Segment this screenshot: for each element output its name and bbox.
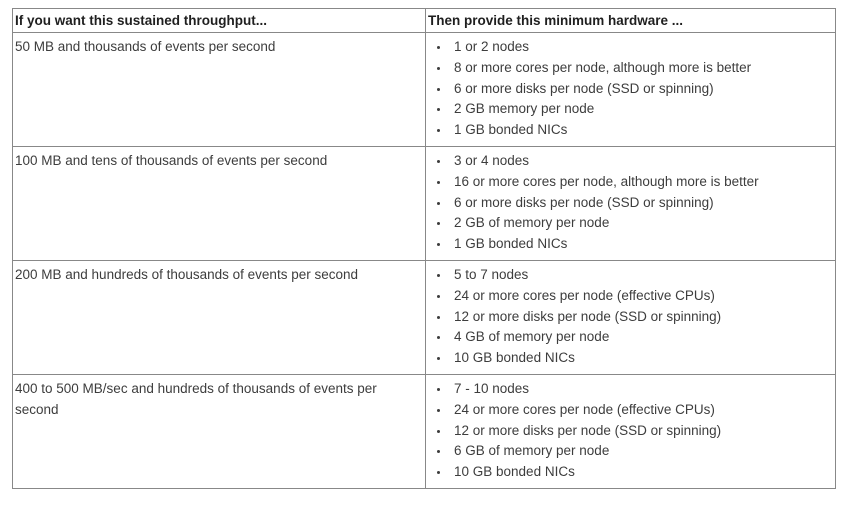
hardware-list: 1 or 2 nodes 8 or more cores per node, a…: [430, 37, 831, 141]
hardware-item: 2 GB memory per node: [450, 99, 831, 120]
hardware-item: 6 or more disks per node (SSD or spinnin…: [450, 193, 831, 214]
throughput-cell: 400 to 500 MB/sec and hundreds of thousa…: [12, 374, 426, 489]
hardware-item: 12 or more disks per node (SSD or spinni…: [450, 307, 831, 328]
hardware-item: 24 or more cores per node (effective CPU…: [450, 400, 831, 421]
hardware-cell: 5 to 7 nodes 24 or more cores per node (…: [425, 260, 836, 375]
table-row: 100 MB and tens of thousands of events p…: [12, 146, 836, 261]
hardware-list: 5 to 7 nodes 24 or more cores per node (…: [430, 265, 831, 369]
hardware-item: 10 GB bonded NICs: [450, 348, 831, 369]
hardware-cell: 1 or 2 nodes 8 or more cores per node, a…: [425, 32, 836, 147]
hardware-item: 1 or 2 nodes: [450, 37, 831, 58]
hardware-item: 3 or 4 nodes: [450, 151, 831, 172]
hardware-requirements-table: If you want this sustained throughput...…: [12, 8, 836, 489]
hardware-item: 6 GB of memory per node: [450, 441, 831, 462]
hardware-item: 12 or more disks per node (SSD or spinni…: [450, 421, 831, 442]
hardware-item: 4 GB of memory per node: [450, 327, 831, 348]
table-row: 200 MB and hundreds of thousands of even…: [12, 260, 836, 375]
table-row: 400 to 500 MB/sec and hundreds of thousa…: [12, 374, 836, 489]
hardware-item: 5 to 7 nodes: [450, 265, 831, 286]
hardware-list: 3 or 4 nodes 16 or more cores per node, …: [430, 151, 831, 255]
hardware-item: 2 GB of memory per node: [450, 213, 831, 234]
hardware-item: 1 GB bonded NICs: [450, 120, 831, 141]
header-row: If you want this sustained throughput...…: [12, 8, 836, 33]
throughput-cell: 100 MB and tens of thousands of events p…: [12, 146, 426, 261]
hardware-item: 10 GB bonded NICs: [450, 462, 831, 483]
throughput-cell: 200 MB and hundreds of thousands of even…: [12, 260, 426, 375]
throughput-cell: 50 MB and thousands of events per second: [12, 32, 426, 147]
hardware-list: 7 - 10 nodes 24 or more cores per node (…: [430, 379, 831, 483]
hardware-item: 7 - 10 nodes: [450, 379, 831, 400]
hardware-cell: 3 or 4 nodes 16 or more cores per node, …: [425, 146, 836, 261]
hardware-item: 8 or more cores per node, although more …: [450, 58, 831, 79]
table-row: 50 MB and thousands of events per second…: [12, 32, 836, 147]
hardware-item: 24 or more cores per node (effective CPU…: [450, 286, 831, 307]
hardware-cell: 7 - 10 nodes 24 or more cores per node (…: [425, 374, 836, 489]
hardware-item: 1 GB bonded NICs: [450, 234, 831, 255]
column-header-throughput: If you want this sustained throughput...: [12, 8, 426, 33]
column-header-hardware: Then provide this minimum hardware ...: [425, 8, 836, 33]
hardware-item: 6 or more disks per node (SSD or spinnin…: [450, 79, 831, 100]
hardware-item: 16 or more cores per node, although more…: [450, 172, 831, 193]
